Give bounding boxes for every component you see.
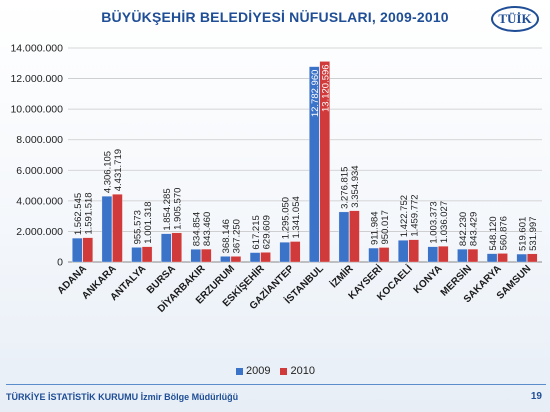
y-tick-label: 10.000.000 [10,104,63,116]
bar-2010 [349,210,360,263]
data-label-2009: 12.782.960 [310,70,321,118]
bar-2009 [309,66,320,263]
page-title: BÜYÜKŞEHİR BELEDİYESİ NÜFUSLARI, 2009-20… [101,9,449,25]
data-label-2009: 1.854.285 [162,188,173,230]
y-tick-label: 4.000.000 [16,195,63,207]
data-label-2010: 1.001.318 [143,201,154,243]
data-label-2009: 1.003.373 [429,201,440,243]
y-tick-label: 6.000.000 [16,165,63,177]
bar-2009 [427,246,438,263]
bar-2010 [408,239,419,263]
bar-2010 [319,61,330,263]
data-label-2009: 834.854 [192,212,203,246]
bar-2009 [457,248,468,263]
x-tick-label: DİYARBAKIR [154,261,207,314]
data-label-2010: 843.460 [202,212,213,246]
bar-2009 [486,253,498,263]
data-label-2010: 1.341.054 [291,196,302,238]
footer-text: TÜRKİYE İSTATİSTİK KURUMU İzmir Bölge Mü… [6,392,239,402]
legend-label-2009: 2009 [246,365,271,377]
chart-legend: 2009 2010 [236,364,315,378]
legend-swatch-2010 [280,367,288,375]
bar-2010 [141,246,153,263]
bar-2009 [101,196,113,263]
data-label-2009: 3.276.815 [340,167,351,209]
data-label-2010: 629.609 [261,215,272,249]
y-tick-label: 2.000.000 [16,226,63,238]
bar-2009 [72,237,83,263]
data-label-2010: 1.036.027 [439,201,450,243]
data-label-2010: 1.905.570 [172,188,183,230]
x-tick-label: İZMİR [327,261,356,290]
data-label-2009: 1.562.545 [73,193,84,235]
bar-2010 [527,253,538,263]
data-label-2009: 1.422.752 [399,195,410,237]
bar-2009 [161,233,172,263]
bar-2010 [201,248,212,263]
data-label-2010: 3.354.934 [350,165,361,207]
footer-divider [6,384,546,385]
data-label-2010: 1.459.772 [409,194,420,236]
data-label-2009: 955.573 [132,210,143,244]
page-number: 19 [530,391,542,402]
bar-2009 [131,247,142,263]
bar-2010 [82,237,93,263]
data-label-2009: 548.120 [488,216,499,250]
legend-swatch-2009 [236,367,243,375]
data-label-2010: 367.250 [232,219,243,253]
y-tick-label: 14.000.000 [10,43,63,55]
data-label-2010: 1.591.518 [84,192,95,234]
y-tick-label: 8.000.000 [16,134,63,146]
bar-2010 [497,253,508,263]
bar-2009 [190,249,201,263]
bar-2009 [398,240,409,263]
tuik-logo: TÜİK [491,6,539,32]
data-label-2009: 368.146 [221,219,232,253]
data-label-2010: 13.120.596 [321,64,332,112]
bar-2010 [260,252,271,263]
data-label-2010: 560.876 [498,216,509,250]
data-label-2009: 617.215 [251,215,262,249]
bar-2010 [467,248,479,263]
data-label-2010: 950.017 [380,210,391,244]
bar-2009 [516,253,527,263]
legend-label-2010: 2010 [290,365,315,377]
legend-item-2010: 2010 [280,365,315,377]
data-label-2009: 4.306.105 [103,151,114,193]
bar-2010 [378,247,390,263]
population-bar-chart: 0 2.000.000 4.000.000 6.000.000 8.000.000 10.… [10,43,542,315]
bar-2010 [112,194,123,263]
data-label-2010: 843.429 [469,212,480,246]
bar-2009 [279,242,290,263]
bar-2009 [338,211,350,263]
data-label-2009: 911.984 [369,211,380,245]
bar-2009 [249,252,261,263]
bar-2010 [290,241,301,263]
y-tick-label: 12.000.000 [10,73,63,85]
data-label-2010: 531.997 [528,217,539,251]
bar-2010 [230,256,242,263]
bar-2010 [171,232,182,263]
legend-item-2009: 2009 [236,365,270,377]
bar-2010 [438,246,449,263]
bar-2009 [368,247,379,263]
data-label-2009: 519.601 [517,217,528,251]
data-label-2010: 4.431.719 [113,149,124,191]
data-label-2009: 842.230 [458,212,469,246]
bar-2009 [220,256,231,263]
y-tick-label: 0 [57,257,63,269]
data-label-2009: 1.295.050 [280,197,291,239]
